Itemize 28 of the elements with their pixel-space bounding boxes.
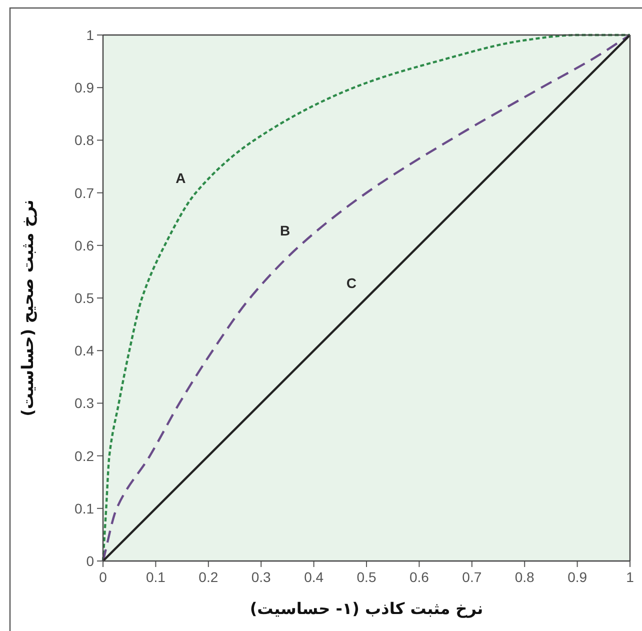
x-axis-title: نرخ مثبت کاذب (۱- حساسیت) [250, 599, 484, 618]
y-tick-label: 0.9 [74, 80, 94, 96]
y-tick-label: 1 [86, 27, 94, 43]
y-axis-title: نرخ مثبت صحیح (حساسیت) [18, 200, 37, 416]
x-tick-label: 0.7 [462, 569, 482, 585]
y-tick-label: 0.5 [74, 290, 94, 306]
x-tick-label: 0.5 [356, 569, 376, 585]
x-tick-label: 1 [626, 569, 634, 585]
x-tick-label: 0.8 [514, 569, 535, 585]
y-tick-label: 0.8 [74, 132, 94, 148]
y-tick-label: 0 [86, 553, 94, 569]
series-label: B [280, 222, 290, 238]
y-tick-label: 0.3 [74, 395, 94, 412]
y-tick-label: 0.4 [74, 342, 94, 359]
x-tick-label: 0.4 [304, 569, 324, 585]
x-tick-label: 0.3 [251, 569, 272, 585]
x-tick-label: 0.1 [146, 569, 166, 585]
x-tick-label: 0 [99, 569, 108, 585]
y-tick-label: 0.2 [74, 448, 94, 464]
y-tick-label: 0.6 [74, 237, 94, 254]
x-tick-label: 0.2 [198, 569, 218, 585]
y-tick-label: 0.1 [74, 500, 94, 516]
series-label: A [176, 170, 186, 186]
line-series [102, 34, 632, 562]
x-tick-label: 0.9 [568, 569, 588, 585]
x-tick-label: 0.6 [409, 569, 430, 585]
series-label: C [346, 275, 356, 291]
y-tick-label: 0.7 [74, 184, 94, 201]
